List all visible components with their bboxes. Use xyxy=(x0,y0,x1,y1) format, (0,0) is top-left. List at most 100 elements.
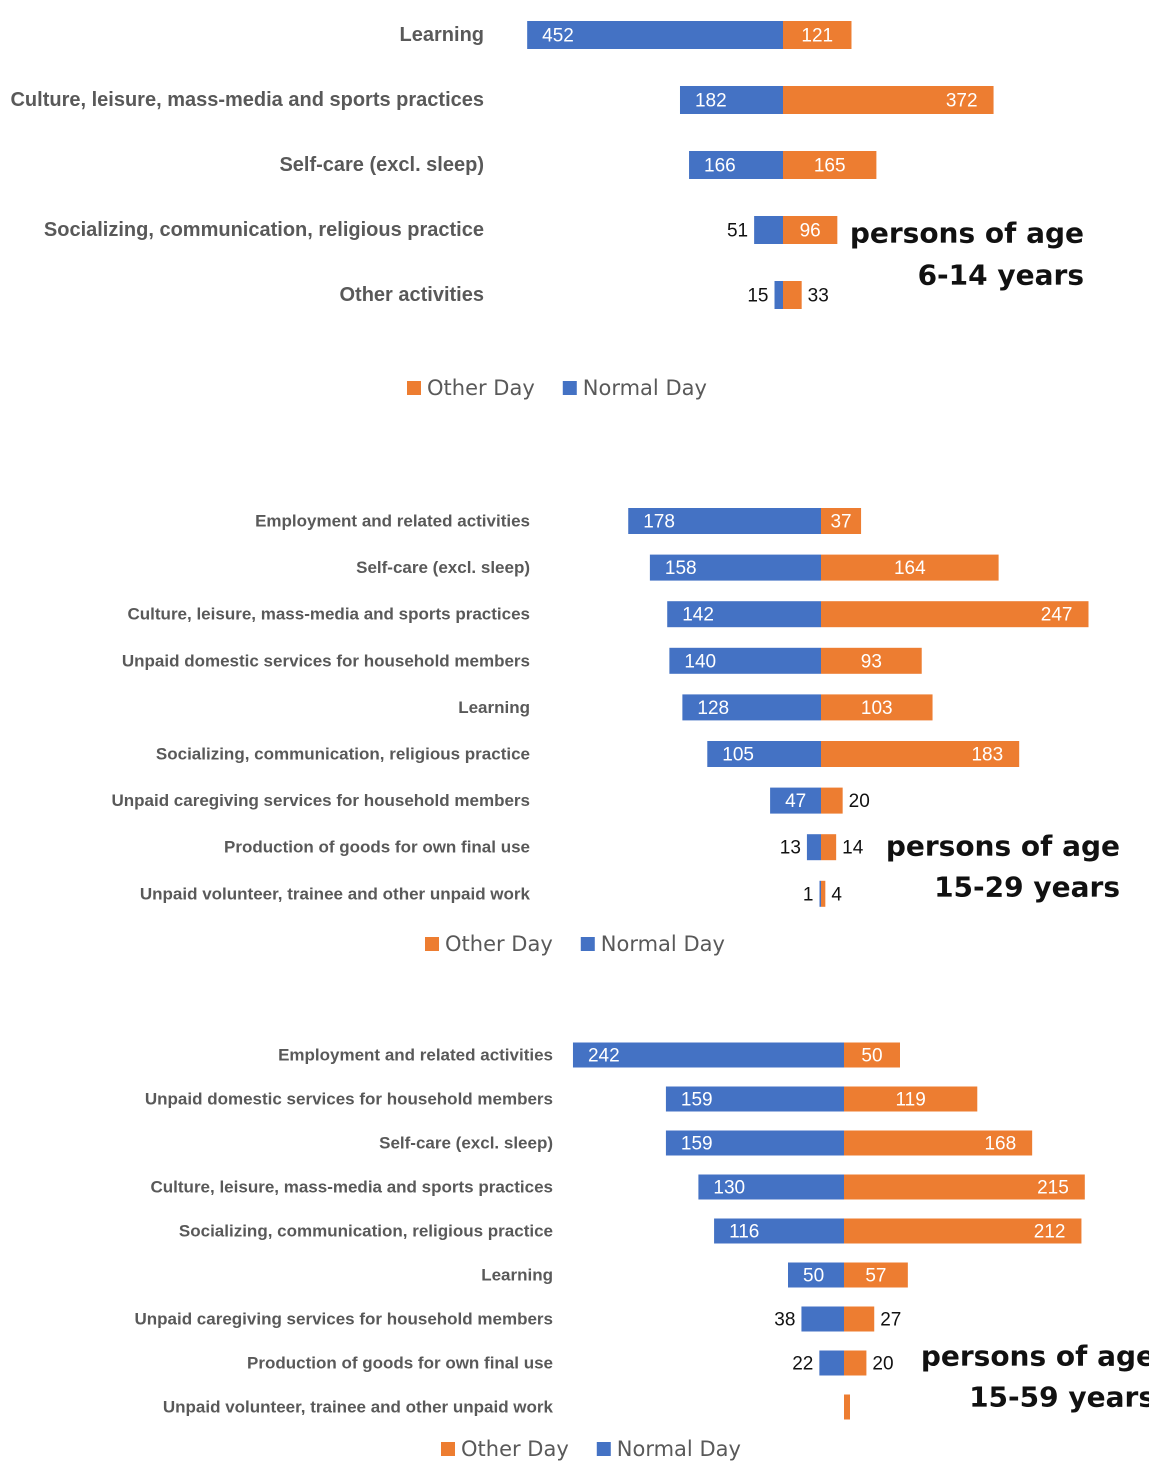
value-label-normal-day: 166 xyxy=(704,156,736,177)
category-label-production-of-goods-for-own-final-use: Production of goods for own final use xyxy=(224,838,530,857)
value-label-normal-day: 1 xyxy=(803,884,814,905)
bar-normal-day-employment-and-related-activities xyxy=(572,1042,844,1068)
bar-normal-day-self-care-excl-sleep xyxy=(665,1130,844,1156)
value-label-normal-day: 128 xyxy=(697,698,729,719)
value-label-other-day: 164 xyxy=(894,558,926,579)
bar-other-day-unpaid-caregiving-services-for-household-members xyxy=(821,787,843,814)
value-label-normal-day: 50 xyxy=(803,1266,824,1287)
age-note-line2: 15-59 years xyxy=(969,1381,1149,1414)
chart-age-6-14: Learning 452 121 Culture, leisure, mass-med… xyxy=(0,0,1149,420)
bar-normal-day-unpaid-caregiving-services-for-household-members xyxy=(801,1306,844,1332)
value-label-other-day: 4 xyxy=(831,884,842,905)
category-label-socializing-communication-religious-practice: Socializing, communication, religious pr… xyxy=(156,745,530,764)
category-label-unpaid-volunteer-trainee-and-other-unpaid-work: Unpaid volunteer, trainee and other unpa… xyxy=(163,1398,554,1417)
bar-normal-day-culture-leisure-mass-media-and-sports-practices xyxy=(698,1174,844,1200)
bar-normal-day-unpaid-domestic-services-for-household-members xyxy=(669,647,821,674)
value-label-other-day: 20 xyxy=(849,791,870,812)
bar-other-day-unpaid-caregiving-services-for-household-members xyxy=(844,1306,875,1332)
legend-swatch-normal-day xyxy=(580,937,595,951)
category-label-socializing-communication-religious-practice: Socializing, communication, religious pr… xyxy=(179,1222,553,1241)
category-label-culture-leisure-mass-media-and-sports-practices: Culture, leisure, mass-media and sports … xyxy=(128,605,530,624)
category-label-culture-leisure-mass-media-and-sports-practices: Culture, leisure, mass-media and sports … xyxy=(151,1178,553,1197)
value-label-other-day: 93 xyxy=(861,651,882,672)
legend-label-normal-day: Normal Day xyxy=(601,932,725,956)
value-label-other-day: 372 xyxy=(946,91,978,112)
value-label-other-day: 50 xyxy=(861,1046,882,1067)
value-label-normal-day: 13 xyxy=(780,838,801,859)
value-label-normal-day: 38 xyxy=(774,1310,795,1331)
bar-normal-day-unpaid-domestic-services-for-household-members xyxy=(665,1086,844,1112)
category-label-learning: Learning xyxy=(400,24,484,46)
category-label-unpaid-caregiving-services-for-household-members: Unpaid caregiving services for household… xyxy=(111,791,530,810)
bar-other-day-production-of-goods-for-own-final-use xyxy=(821,834,837,861)
bar-other-day-socializing-communication-religious-practice xyxy=(821,741,1020,767)
bar-other-day-culture-leisure-mass-media-and-sports-practices xyxy=(821,601,1089,628)
category-label-unpaid-domestic-services-for-household-members: Unpaid domestic services for household m… xyxy=(145,1090,553,1109)
bar-other-day-socializing-communication-religious-practice xyxy=(844,1218,1082,1244)
value-label-normal-day: 51 xyxy=(727,221,748,242)
category-label-self-care-excl-sleep: Self-care (excl. sleep) xyxy=(379,1134,553,1153)
bar-normal-day-self-care-excl-sleep xyxy=(649,554,821,581)
value-label-other-day: 57 xyxy=(865,1266,886,1287)
category-label-employment-and-related-activities: Employment and related activities xyxy=(278,1046,553,1065)
legend-swatch-other-day xyxy=(407,381,421,395)
bar-normal-day-learning xyxy=(788,1262,844,1288)
legend-label-normal-day: Normal Day xyxy=(583,376,707,400)
bar-normal-day-learning xyxy=(527,21,783,49)
bar-normal-day-unpaid-caregiving-services-for-household-members xyxy=(770,787,821,814)
bar-normal-day-other-activities xyxy=(774,281,783,309)
value-label-other-day: 121 xyxy=(801,26,833,47)
value-label-normal-day: 158 xyxy=(665,558,697,579)
category-label-production-of-goods-for-own-final-use: Production of goods for own final use xyxy=(247,1354,553,1373)
value-label-normal-day: 22 xyxy=(792,1354,813,1375)
bar-normal-day-production-of-goods-for-own-final-use xyxy=(819,1350,844,1376)
value-label-normal-day: 130 xyxy=(713,1178,745,1199)
bar-other-day-unpaid-volunteer-trainee-and-other-unpaid-work xyxy=(844,1394,850,1420)
age-note-line1: persons of age xyxy=(886,830,1120,863)
bar-normal-day-employment-and-related-activities xyxy=(628,508,821,534)
category-label-unpaid-domestic-services-for-household-members: Unpaid domestic services for household m… xyxy=(122,651,530,670)
bar-normal-day-socializing-communication-religious-practice xyxy=(707,741,821,767)
category-label-employment-and-related-activities: Employment and related activities xyxy=(255,512,530,531)
legend-swatch-normal-day xyxy=(596,1442,611,1456)
value-label-other-day: 168 xyxy=(984,1134,1016,1155)
value-label-normal-day: 47 xyxy=(785,791,806,812)
bar-other-day-unpaid-domestic-services-for-household-members xyxy=(821,647,922,674)
bar-other-day-learning xyxy=(821,694,933,721)
category-label-unpaid-volunteer-trainee-and-other-unpaid-work: Unpaid volunteer, trainee and other unpa… xyxy=(140,884,531,903)
bar-normal-day-socializing-communication-religious-practice xyxy=(714,1218,844,1244)
value-label-normal-day: 142 xyxy=(682,605,714,626)
bar-other-day-self-care-excl-sleep xyxy=(844,1130,1033,1156)
bar-other-day-other-activities xyxy=(783,281,802,309)
bar-other-day-culture-leisure-mass-media-and-sports-practices xyxy=(783,86,994,114)
value-label-other-day: 183 xyxy=(971,745,1003,766)
age-note-line1: persons of age xyxy=(850,217,1084,250)
bar-other-day-unpaid-volunteer-trainee-and-other-unpaid-work xyxy=(821,880,826,907)
value-label-normal-day: 15 xyxy=(747,286,768,307)
bar-other-day-self-care-excl-sleep xyxy=(821,554,999,581)
bar-normal-day-production-of-goods-for-own-final-use xyxy=(806,834,821,861)
age-note-line1: persons of age xyxy=(921,1340,1149,1373)
value-label-normal-day: 140 xyxy=(684,651,716,672)
age-note-line2: 15-29 years xyxy=(934,871,1120,904)
value-label-other-day: 96 xyxy=(800,221,821,242)
legend-swatch-other-day xyxy=(425,937,439,951)
value-label-normal-day: 159 xyxy=(681,1134,713,1155)
category-label-self-care-excl-sleep: Self-care (excl. sleep) xyxy=(356,558,530,577)
value-label-other-day: 247 xyxy=(1041,605,1073,626)
legend-label-other-day: Other Day xyxy=(427,376,535,400)
chart-age-15-59: Employment and related activities 242 50 Un… xyxy=(0,1030,1149,1467)
category-label-unpaid-caregiving-services-for-household-members: Unpaid caregiving services for household… xyxy=(134,1310,553,1329)
legend-label-other-day: Other Day xyxy=(461,1437,569,1461)
bar-normal-day-self-care-excl-sleep xyxy=(689,151,783,179)
value-label-normal-day: 105 xyxy=(722,745,754,766)
legend-label-other-day: Other Day xyxy=(445,932,553,956)
category-label-learning: Learning xyxy=(458,698,530,717)
category-label-learning: Learning xyxy=(481,1266,553,1285)
value-label-normal-day: 178 xyxy=(643,512,675,533)
bar-normal-day-learning xyxy=(682,694,821,721)
age-note-line2: 6-14 years xyxy=(918,259,1084,292)
value-label-other-day: 103 xyxy=(861,698,893,719)
legend-label-normal-day: Normal Day xyxy=(617,1437,741,1461)
value-label-other-day: 33 xyxy=(808,286,829,307)
